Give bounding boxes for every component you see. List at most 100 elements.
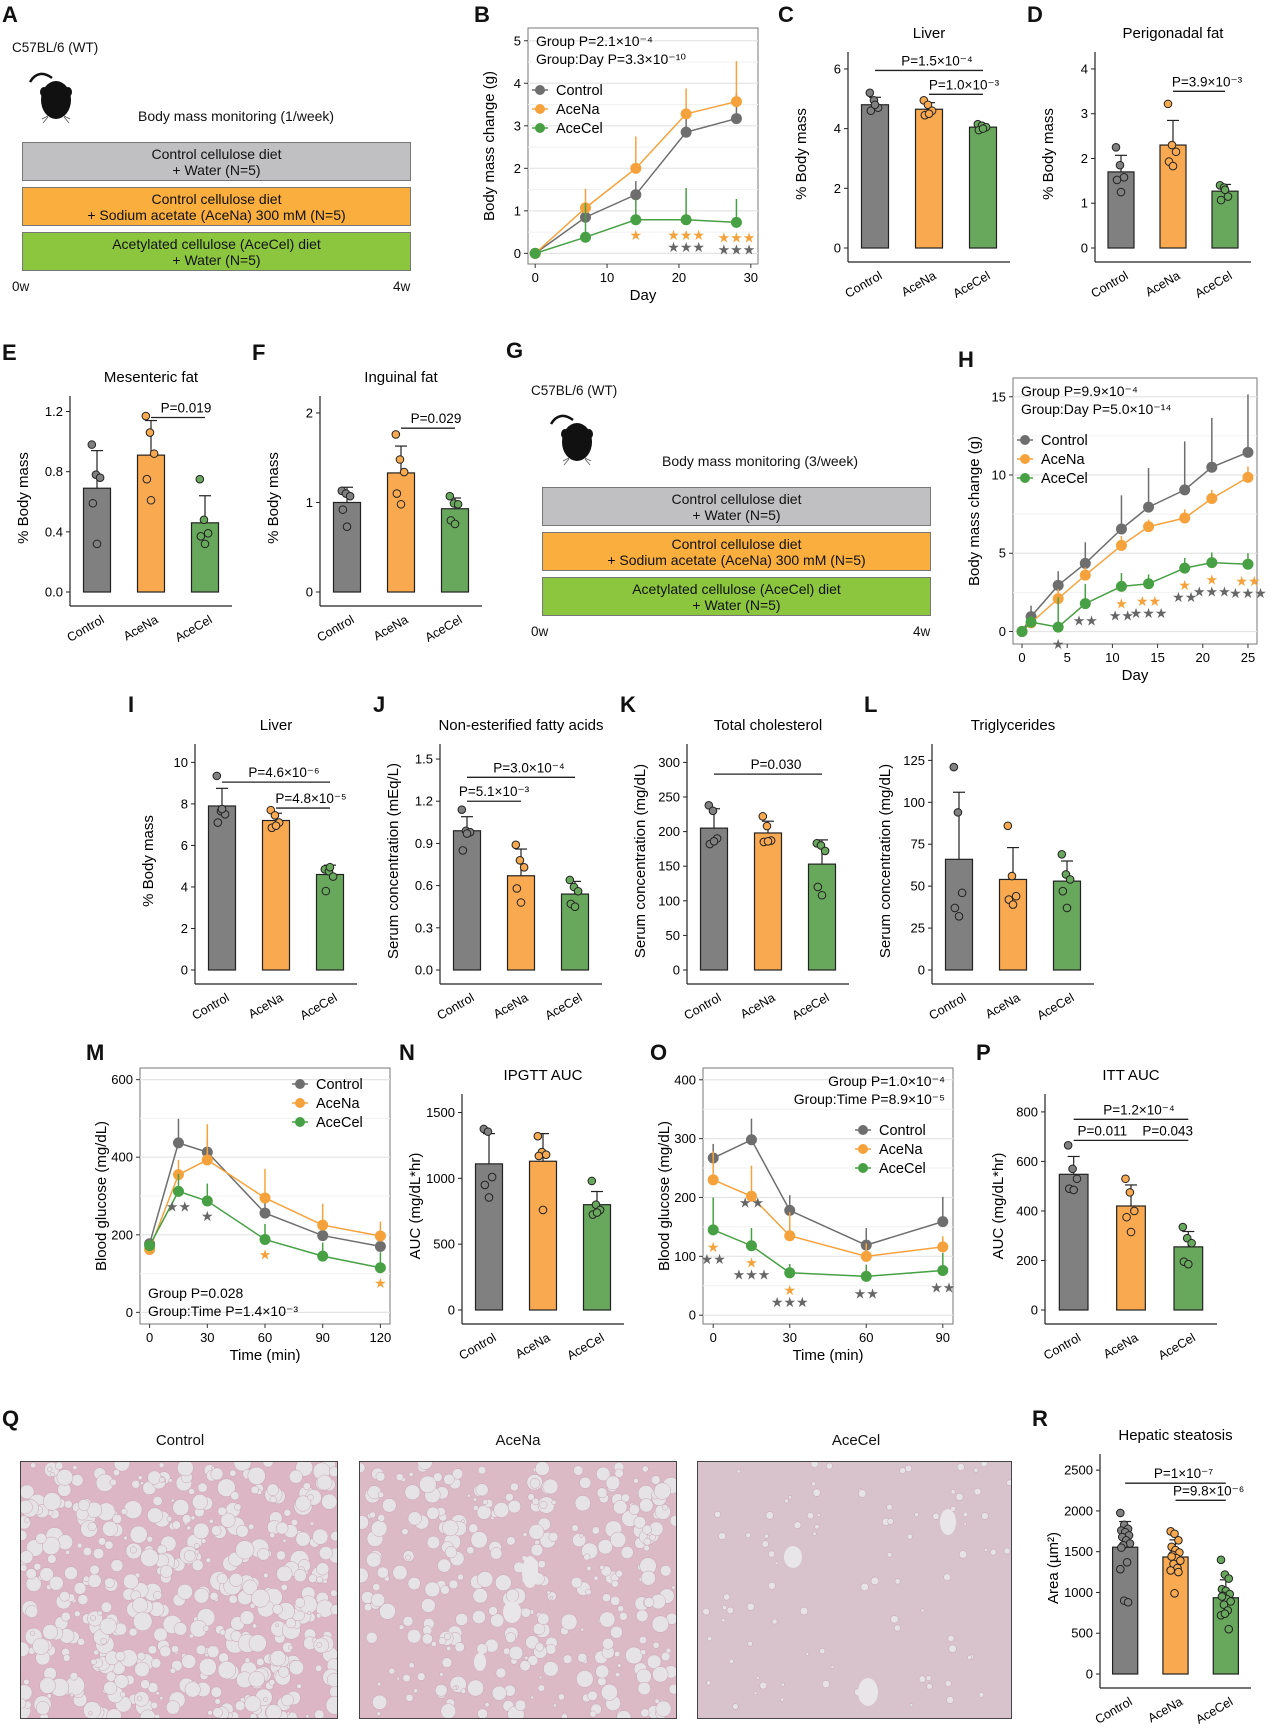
lipid-droplet xyxy=(312,1528,329,1545)
lipid-droplet xyxy=(360,1462,366,1473)
y-tick-label: 0 xyxy=(1081,241,1088,256)
lipid-droplet xyxy=(419,1475,437,1494)
lipid-droplet xyxy=(643,1597,655,1608)
lipid-droplet xyxy=(147,1507,163,1524)
lipid-droplet xyxy=(281,1693,294,1707)
x-tick-label: 30 xyxy=(744,270,758,285)
lipid-droplet xyxy=(198,1658,217,1676)
lipid-droplet xyxy=(488,1606,498,1616)
series-point-acecel xyxy=(630,214,642,226)
lipid-droplet xyxy=(406,1628,422,1644)
lipid-droplet xyxy=(77,1594,89,1605)
y-tick-label: 100 xyxy=(658,893,680,908)
data-point xyxy=(1116,1543,1126,1552)
lipid-droplet xyxy=(89,1564,100,1575)
lipid-droplet xyxy=(212,1707,223,1718)
lipid-droplet xyxy=(99,1617,117,1635)
group-line1: Acetylated cellulose (AceCel) diet xyxy=(112,235,321,252)
panel-label-a: A xyxy=(2,2,18,27)
lipid-droplet xyxy=(476,1643,488,1655)
p-value-label: P=0.043 xyxy=(1142,1123,1193,1138)
lipid-droplet xyxy=(609,1531,627,1548)
lipid-droplet xyxy=(360,1515,369,1530)
data-point xyxy=(758,812,768,821)
y-tick-label: 0 xyxy=(448,1303,455,1318)
lipid-droplet xyxy=(21,1641,30,1657)
lipid-droplet xyxy=(159,1696,164,1701)
series-point-acena xyxy=(1179,512,1191,524)
lipid-droplet xyxy=(176,1583,193,1600)
lipid-droplet xyxy=(330,1531,337,1542)
y-tick-label: 15 xyxy=(992,389,1006,404)
lipid-droplet xyxy=(736,1469,741,1474)
x-tick-label: Control xyxy=(190,990,232,1022)
chart-title: Triglycerides xyxy=(971,717,1055,734)
lipid-droplet xyxy=(702,1607,710,1616)
lipid-droplet xyxy=(365,1631,378,1644)
lipid-droplet xyxy=(233,1462,252,1472)
lipid-droplet xyxy=(328,1466,337,1478)
group-box-control: Control cellulose diet + Water (N=5) xyxy=(542,487,931,526)
panel-label-i: I xyxy=(128,692,135,717)
lipid-droplet xyxy=(747,1641,753,1647)
lipid-droplet xyxy=(25,1568,37,1580)
lipid-droplet xyxy=(405,1694,414,1702)
lipid-droplet xyxy=(643,1537,652,1546)
x-tick-label: 15 xyxy=(1150,650,1164,665)
lipid-droplet xyxy=(477,1708,488,1718)
data-point xyxy=(195,474,205,484)
lipid-droplet xyxy=(771,1618,778,1625)
blood-vessel xyxy=(858,1678,878,1706)
lipid-droplet xyxy=(620,1546,634,1559)
lipid-droplet xyxy=(947,1634,955,1642)
lipid-droplet xyxy=(64,1500,73,1509)
x-tick-label: 120 xyxy=(370,1330,392,1345)
lipid-droplet xyxy=(170,1498,175,1503)
lipid-droplet xyxy=(858,1489,867,1498)
lipid-droplet xyxy=(42,1536,61,1555)
lipid-droplet xyxy=(269,1532,276,1539)
lipid-droplet xyxy=(452,1685,457,1691)
y-tick-label: 2 xyxy=(1081,151,1088,166)
chart-k-cholesterol: Total cholesterol 0 50 100 150 200 250 300 Serum… xyxy=(632,717,849,1023)
histology-image-acecel xyxy=(697,1461,1012,1719)
data-point xyxy=(87,440,97,449)
lipid-droplet xyxy=(247,1466,266,1485)
y-axis-label: Serum concentration (mg/dL) xyxy=(877,764,894,958)
series-point-acecel xyxy=(580,231,591,243)
significance-star-control: ★ xyxy=(1052,636,1065,652)
lipid-droplet xyxy=(137,1651,146,1661)
data-point xyxy=(516,898,526,907)
chart-e-mesenteric-fat: Mesenteric fat 0.0 0.4 0.8 1.2 % Body mass Con… xyxy=(15,369,232,645)
lipid-droplet xyxy=(421,1598,436,1613)
lipid-droplet xyxy=(448,1579,459,1590)
lipid-droplet xyxy=(943,1573,951,1582)
chart-title: Liver xyxy=(913,25,946,42)
lipid-droplet xyxy=(956,1463,965,1471)
y-tick-label: 0 xyxy=(999,624,1006,639)
lipid-droplet xyxy=(262,1462,274,1468)
chart-d-perigonadal-fat: Perigonadal fat 0 1 2 3 4 % Body mass Control Ac… xyxy=(1040,25,1251,301)
p-value-label: P=0.011 xyxy=(1077,1123,1127,1138)
lipid-droplet xyxy=(158,1462,165,1469)
lipid-droplet xyxy=(388,1667,396,1675)
lipid-droplet xyxy=(140,1548,159,1567)
lipid-droplet xyxy=(230,1491,240,1501)
lipid-droplet xyxy=(529,1478,541,1489)
lipid-droplet xyxy=(235,1540,255,1560)
lipid-droplet xyxy=(826,1462,833,1470)
data-point xyxy=(1116,1564,1125,1574)
lipid-droplet xyxy=(296,1683,302,1689)
data-point xyxy=(1115,160,1125,170)
data-point xyxy=(462,829,472,838)
data-point xyxy=(1122,1557,1132,1567)
y-tick-label: 0.0 xyxy=(45,585,63,600)
x-tick-label: 90 xyxy=(936,1330,950,1345)
y-axis-label: % Body mass xyxy=(265,452,282,544)
data-point xyxy=(338,505,348,514)
lipid-droplet xyxy=(441,1657,453,1668)
lipid-droplet xyxy=(482,1499,489,1505)
bar-acena xyxy=(506,875,536,971)
lipid-droplet xyxy=(173,1622,188,1636)
x-tick-label: AceCel xyxy=(1156,1330,1198,1362)
